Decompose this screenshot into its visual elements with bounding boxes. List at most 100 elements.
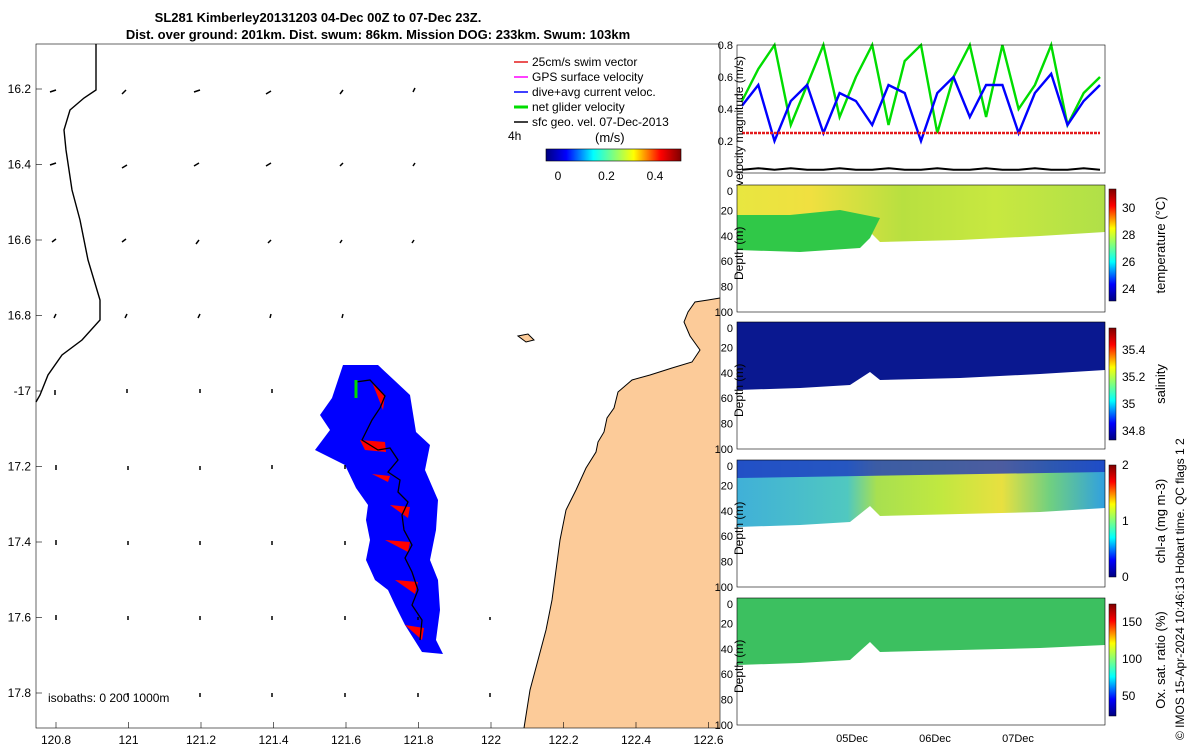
colorbar-tick-label: 0.4 <box>647 169 664 183</box>
map-x-tick-label: 121.4 <box>258 733 288 747</box>
land-area <box>524 298 720 728</box>
depth-tick-label: 60 <box>721 531 733 543</box>
isobath-line <box>35 44 101 403</box>
depth-tick-label: 100 <box>715 582 733 594</box>
depth-tick-label: 20 <box>721 205 733 217</box>
map-y-tick-label: 16.6 <box>8 233 32 247</box>
depth-tick-label: 100 <box>715 307 733 319</box>
oxygen-panel <box>736 597 1106 726</box>
depth-tick-label: 80 <box>721 695 733 707</box>
colorbar-tick-label: 30 <box>1122 201 1136 215</box>
velocity-y-tick-label: 0.6 <box>718 72 733 84</box>
depth-axis-label: Depth (m) <box>732 364 746 417</box>
velocity-panel: 0 0.2 0.4 0.6 0.8 velocity magnitude (m/s) <box>718 40 1106 186</box>
map-x-tick-label: 120.8 <box>41 733 71 747</box>
map-x-tick-label: 122.4 <box>621 733 651 747</box>
colorbar-tick-label: 50 <box>1122 689 1136 703</box>
colorbar-tick-label: 2 <box>1122 458 1129 472</box>
colorbar-tick-label: 0 <box>1122 570 1129 584</box>
colorbar-label: Ox. sat. ratio (%) <box>1153 611 1168 709</box>
colorbar-tick-label: 0.2 <box>598 169 615 183</box>
depth-tick-label: 80 <box>721 282 733 294</box>
panel-colorbar <box>1108 327 1117 441</box>
track-line <box>355 379 423 641</box>
map-y-ticks: 16.2 16.4 16.6 16.8 -17 17.2 17.4 17.6 17.8 <box>8 82 42 700</box>
title-line-1: SL281 Kimberley20131203 04-Dec 00Z to 07… <box>155 10 482 25</box>
map-panel: 120.8 121 121.2 121.4 121.6 121.8 122 122.2 122.… <box>8 43 724 747</box>
legend-entry: net glider velocity <box>532 100 625 114</box>
map-frame <box>35 43 721 729</box>
map-x-tick-label: 121.6 <box>331 733 361 747</box>
legend-entry: GPS surface velocity <box>532 70 643 84</box>
depth-tick-label: 0 <box>727 323 733 335</box>
colorbar-tick-label: 100 <box>1122 652 1142 666</box>
colorbar-tick-label: 28 <box>1122 228 1136 242</box>
chl-panel <box>736 459 1106 588</box>
depth-tick-label: 100 <box>715 444 733 456</box>
glider-track <box>315 365 443 654</box>
velocity-y-tick-label: 0.4 <box>718 104 733 116</box>
date-tick-label: 06Dec <box>919 733 951 745</box>
right-panels: 0 0.2 0.4 0.6 0.8 velocity magnitude (m/s) 0… <box>715 40 1168 745</box>
map-x-tick-label: 122 <box>481 733 501 747</box>
panel-colorbar <box>1108 603 1117 717</box>
date-ticks: 05Dec 06Dec 07Dec <box>836 733 1034 745</box>
colorbar-tick-label: 26 <box>1122 255 1136 269</box>
velocity-line <box>741 71 1101 145</box>
map-x-tick-label: 122.6 <box>693 733 723 747</box>
speed-colorbar-ticks: 0 0.2 0.4 <box>555 169 664 183</box>
depth-tick-label: 20 <box>721 618 733 630</box>
colorbar-tick-label: 0 <box>555 169 562 183</box>
depth-tick-label: 40 <box>721 231 733 243</box>
colorbar-tick-label: 35.4 <box>1122 343 1146 357</box>
velocity-y-ticks: 0 0.2 0.4 0.6 0.8 <box>718 40 733 180</box>
colorbar-label: temperature (°C) <box>1153 197 1168 294</box>
map-x-tick-label: 121.2 <box>186 733 216 747</box>
colorbar-tick-label: 35 <box>1122 397 1136 411</box>
colorbar-label: chl-a (mg m-3) <box>1153 479 1168 564</box>
map-x-tick-label: 121 <box>118 733 138 747</box>
surface-velocity-patches <box>360 382 424 640</box>
map-y-tick-label: 16.2 <box>8 82 32 96</box>
depth-tick-label: 40 <box>721 368 733 380</box>
map-y-tick-label: 16.4 <box>8 158 32 172</box>
panel-colorbar <box>1108 188 1117 302</box>
depth-axis-label: Depth (m) <box>732 640 746 693</box>
depth-axis-label: Depth (m) <box>732 227 746 280</box>
map-y-tick-label: 16.8 <box>8 309 32 323</box>
depth-tick-label: 40 <box>721 644 733 656</box>
velocity-y-tick-label: 0.2 <box>718 136 733 148</box>
colorbar-label: salinity <box>1153 364 1168 404</box>
isobath-label: isobaths: 0 200 1000m <box>48 691 169 705</box>
depth-axis-label: Depth (m) <box>732 502 746 555</box>
legend-entry: dive+avg current veloc. <box>532 85 656 99</box>
island <box>516 333 535 343</box>
colorbar-units: (m/s) <box>595 130 625 145</box>
velocity-line <box>741 167 1101 171</box>
map-y-tick-label: -17 <box>14 384 32 398</box>
panel-colorbar <box>1108 464 1117 578</box>
speed-colorbar <box>545 148 682 162</box>
colorbar-tick-label: 150 <box>1122 615 1142 629</box>
velocity-y-tick-label: 0 <box>727 168 733 180</box>
map-y-tick-label: 17.8 <box>8 686 32 700</box>
date-tick-label: 05Dec <box>836 733 868 745</box>
colorbar-tick-label: 35.2 <box>1122 370 1146 384</box>
depth-tick-label: 80 <box>721 419 733 431</box>
imos-credit: © IMOS 15-Apr-2024 10:46:13 Hobart time.… <box>1173 438 1187 740</box>
depth-tick-label: 80 <box>721 557 733 569</box>
temperature-panel <box>736 184 1106 313</box>
depth-tick-label: 0 <box>727 461 733 473</box>
colorbar-tick-label: 1 <box>1122 514 1129 528</box>
velocity-ylabel: velocity magnitude (m/s) <box>732 56 746 186</box>
salinity-panel <box>736 321 1106 450</box>
coastline <box>523 297 721 729</box>
depth-tick-label: 60 <box>721 256 733 268</box>
depth-tick-label: 0 <box>727 599 733 611</box>
sfc-geo-arrows <box>49 87 491 697</box>
map-x-tick-label: 121.8 <box>403 733 433 747</box>
velocity-y-tick-label: 0.8 <box>718 40 733 52</box>
depth-tick-label: 60 <box>721 669 733 681</box>
depth-tick-label: 40 <box>721 506 733 518</box>
